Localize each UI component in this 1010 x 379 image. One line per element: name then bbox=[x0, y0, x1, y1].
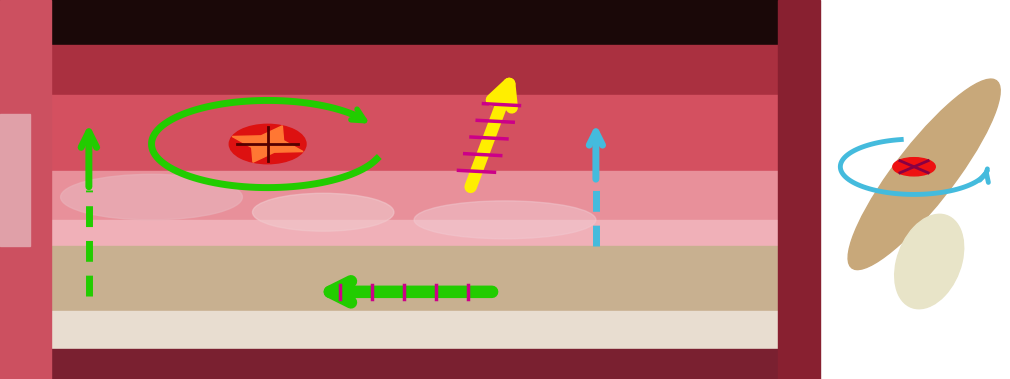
Bar bbox=[0, 311, 820, 379]
Ellipse shape bbox=[61, 174, 242, 220]
Bar bbox=[0, 114, 30, 246]
Bar bbox=[778, 0, 820, 379]
Polygon shape bbox=[232, 126, 303, 162]
Bar bbox=[0, 0, 50, 379]
Ellipse shape bbox=[252, 193, 394, 231]
Bar bbox=[0, 0, 820, 45]
Ellipse shape bbox=[229, 124, 306, 164]
Bar bbox=[0, 171, 820, 220]
Ellipse shape bbox=[895, 214, 964, 309]
Ellipse shape bbox=[414, 201, 596, 239]
Ellipse shape bbox=[848, 79, 1000, 269]
Bar bbox=[0, 220, 820, 246]
Bar bbox=[0, 349, 820, 379]
Bar bbox=[0, 246, 820, 311]
Bar bbox=[0, 95, 820, 171]
Bar bbox=[820, 0, 1010, 379]
Bar bbox=[0, 45, 820, 95]
Ellipse shape bbox=[893, 158, 935, 176]
